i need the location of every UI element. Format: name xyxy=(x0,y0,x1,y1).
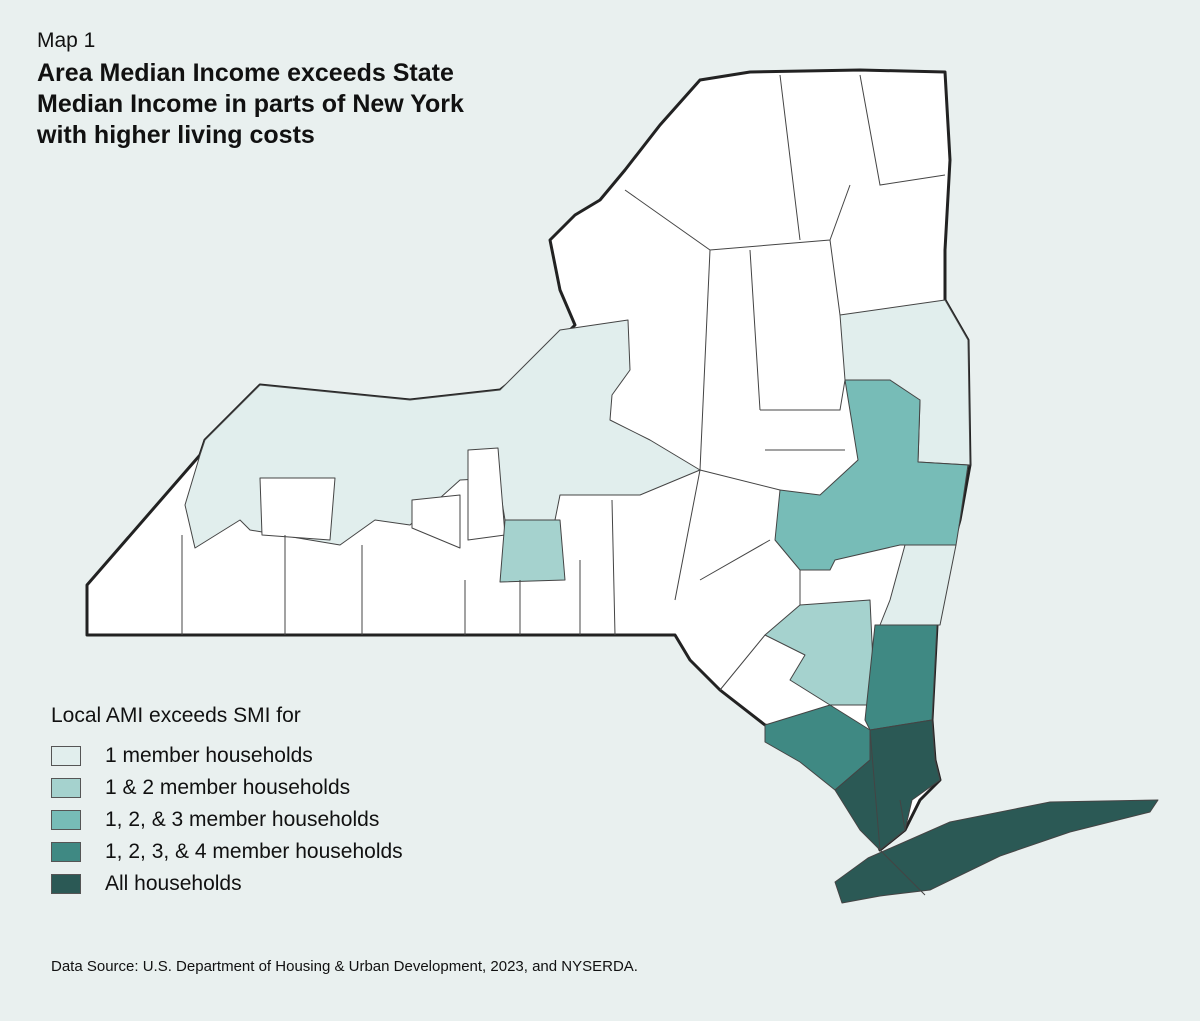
title-line: with higher living costs xyxy=(37,121,315,149)
map-title: Area Median Income exceeds State Median I… xyxy=(37,58,464,151)
legend: Local AMI exceeds SMI for 1 member house… xyxy=(51,704,403,900)
legend-title: Local AMI exceeds SMI for xyxy=(51,704,301,727)
legend-label: 1 & 2 member households xyxy=(105,776,351,799)
county xyxy=(411,494,461,549)
legend-swatch xyxy=(51,810,81,830)
legend-item: 1, 2, & 3 member households xyxy=(51,804,403,836)
source-note: Data Source: U.S. Department of Housing … xyxy=(51,958,638,975)
region xyxy=(774,379,969,571)
title-line: Median Income in parts of New York xyxy=(37,90,464,118)
region xyxy=(499,519,566,583)
legend-items: 1 member households 1 & 2 member househol… xyxy=(51,740,403,900)
legend-label: 1, 2, & 3 member households xyxy=(105,808,380,831)
legend-swatch xyxy=(51,874,81,894)
county xyxy=(259,477,336,541)
legend-item: 1, 2, 3, & 4 member households xyxy=(51,836,403,868)
region xyxy=(764,599,876,706)
legend-label: All households xyxy=(105,872,242,895)
county xyxy=(467,447,506,541)
county-lines xyxy=(181,74,946,896)
region xyxy=(864,624,938,731)
legend-label: 1, 2, 3, & 4 member households xyxy=(105,840,403,863)
map-label: Map 1 xyxy=(37,29,96,52)
legend-item: 1 member households xyxy=(51,740,403,772)
legend-item: All households xyxy=(51,868,403,900)
legend-item: 1 & 2 member households xyxy=(51,772,403,804)
title-line: Area Median Income exceeds State xyxy=(37,59,454,87)
region xyxy=(834,799,1159,904)
legend-swatch xyxy=(51,842,81,862)
legend-swatch xyxy=(51,746,81,766)
legend-swatch xyxy=(51,778,81,798)
legend-label: 1 member households xyxy=(105,744,313,767)
